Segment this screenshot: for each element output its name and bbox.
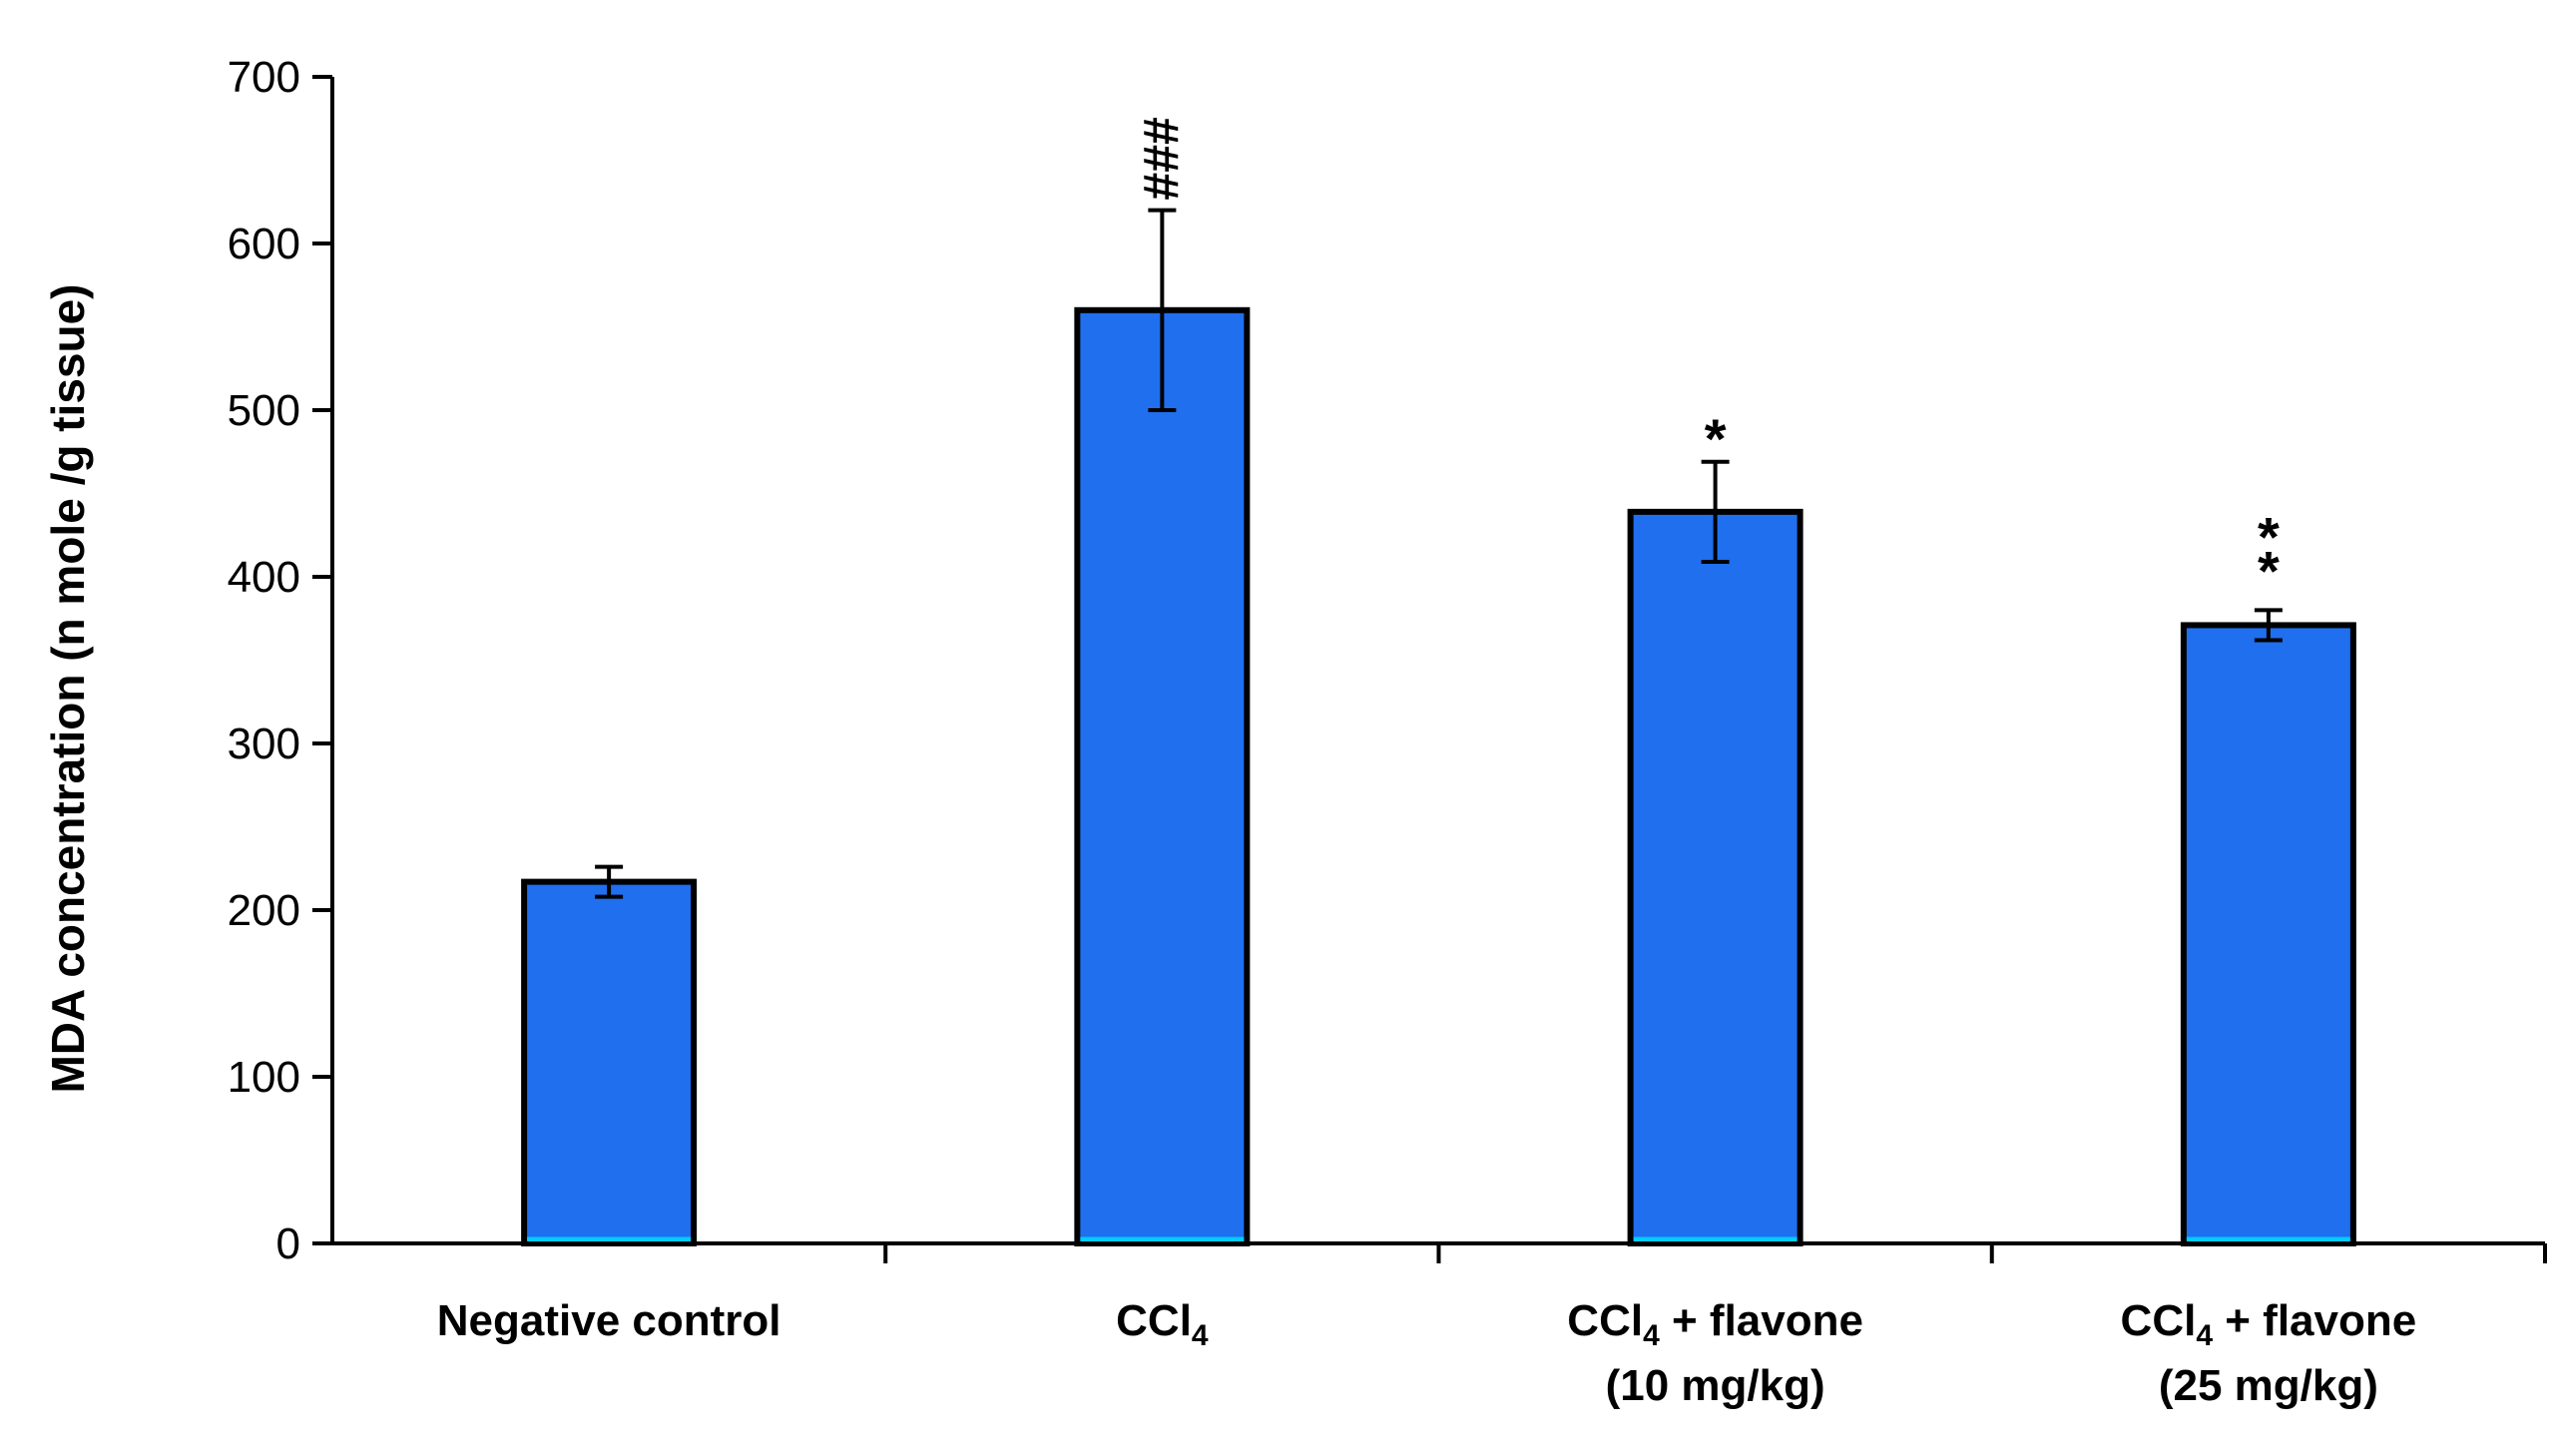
x-category-label: Negative control bbox=[437, 1296, 781, 1345]
y-tick-label: 400 bbox=[228, 553, 300, 602]
significance-marker: * * bbox=[2258, 505, 2280, 602]
bar-2 bbox=[1074, 306, 1251, 1246]
y-axis-title: MDA concentration (n mole /g tissue) bbox=[42, 283, 94, 1093]
bar-3 bbox=[1627, 508, 1803, 1246]
y-tick-label: 0 bbox=[276, 1219, 300, 1268]
x-category-label: (10 mg/kg) bbox=[1606, 1361, 1825, 1410]
y-tick-label: 600 bbox=[228, 220, 300, 268]
x-category-label: CCl4 bbox=[1116, 1296, 1209, 1352]
y-tick-label: 100 bbox=[228, 1053, 300, 1102]
significance-marker: ### bbox=[1133, 117, 1189, 200]
significance-marker: * bbox=[1705, 407, 1727, 470]
y-tick-label: 500 bbox=[228, 386, 300, 435]
y-tick-label: 200 bbox=[228, 886, 300, 935]
x-category-label: CCl4 + flavone bbox=[1567, 1296, 1863, 1352]
bar-1 bbox=[521, 878, 698, 1246]
x-category-label: (25 mg/kg) bbox=[2159, 1361, 2378, 1410]
y-tick-label: 700 bbox=[228, 53, 300, 102]
y-tick-label: 300 bbox=[228, 720, 300, 768]
x-category-label: CCl4 + flavone bbox=[2121, 1296, 2417, 1352]
bar-4 bbox=[2180, 622, 2356, 1246]
